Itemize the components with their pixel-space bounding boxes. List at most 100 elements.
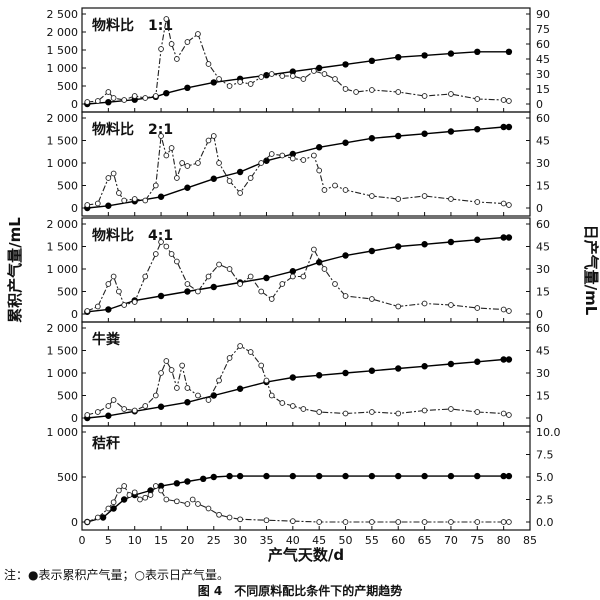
figure-caption: 图 4 不同原料配比条件下的产期趋势 [197,584,403,598]
cumulative-gas-point [157,292,165,300]
cumulative-gas-point [474,48,481,55]
daily-gas-point [179,160,185,166]
left-tick-label: 1 000 [47,367,79,380]
panel-label: 秸秆 [92,435,120,452]
daily-gas-point [121,406,128,412]
daily-gas-point [448,406,454,412]
right-tick-label: 45 [536,345,550,358]
daily-gas-point [205,137,212,144]
daily-gas-point [342,293,349,299]
daily-gas-point [421,407,428,414]
daily-gas-point [369,296,375,302]
right-tick-label: 30 [536,367,550,380]
daily-gas-point [184,39,191,45]
right-tick-label: 60 [536,322,550,335]
cumulative-gas-point [447,472,455,480]
daily-gas-point [474,199,481,205]
daily-gas-point [237,79,243,85]
cumulative-gas-point [315,144,323,151]
daily-gas-point [158,46,164,52]
daily-gas-point [137,496,143,503]
right-tick-label: 30 [536,68,550,81]
daily-gas-point [279,400,286,406]
cumulative-gas-point [368,367,376,374]
x-tick-label: 25 [207,534,221,547]
panel-3: 0 500 1 000 1 500 2 000 0 15 30 45 60 牛粪 [47,321,550,427]
daily-gas-point [142,403,149,409]
panel-label: 物料比 4:1 [92,227,173,244]
cumulative-gas-point [447,50,455,57]
daily-gas-point [205,61,212,67]
daily-gas-point [369,519,375,525]
x-tick-label: 60 [391,534,405,547]
daily-gas-line [87,241,510,312]
daily-gas-point [289,403,296,409]
daily-gas-point [311,68,317,74]
right-axis-title: 日产气量/mL [582,225,600,316]
cumulative-gas-point [447,128,455,135]
daily-gas-point [500,519,507,525]
daily-gas-point [163,496,170,503]
cumulative-gas-point [447,360,455,368]
left-tick-label: 1 500 [47,345,79,358]
right-tick-label: 0 [536,202,543,215]
left-tick-label: 2 000 [47,26,79,39]
cumulative-gas-point [368,135,376,142]
cumulative-gas-point [395,132,402,140]
daily-gas-point [506,202,512,208]
cumulative-gas-point [342,61,349,68]
daily-gas-point [268,392,275,399]
right-tick-label: 60 [536,218,550,231]
daily-gas-point [421,93,428,99]
cumulative-gas-point [342,369,349,377]
daily-gas-point [500,97,507,103]
daily-gas-point [506,519,512,525]
cumulative-gas-point [395,243,402,250]
daily-gas-point [84,308,91,314]
daily-gas-point [174,258,180,265]
daily-gas-point [342,86,349,92]
daily-gas-point [168,41,175,47]
panel-label: 物料比 1:1 [92,17,173,34]
panel-frame [81,111,531,217]
daily-gas-point [474,96,481,102]
cumulative-gas-point [263,157,270,164]
daily-gas-point [279,73,286,79]
daily-gas-point [105,281,112,287]
right-tick-label: 60 [536,38,550,51]
daily-gas-point [332,182,338,189]
right-tick-label: 10.0 [536,426,561,439]
daily-gas-point [237,343,243,349]
daily-gas-point [184,281,191,287]
left-tick-label: 1 000 [47,62,79,75]
cumulative-gas-point [289,68,297,75]
cumulative-gas-point [210,473,217,481]
left-tick-label: 1 500 [47,241,79,254]
x-tick-label: 5 [105,534,112,547]
daily-gas-point [258,362,265,369]
cumulative-gas-point [110,505,117,512]
left-tick-label: 0 [71,98,78,111]
daily-gas-point [110,273,117,280]
right-tick-label: 7.5 [536,449,554,462]
daily-gas-point [247,349,254,355]
right-tick-label: 0 [536,98,543,111]
daily-gas-point [316,409,323,415]
daily-gas-point [258,160,265,166]
daily-gas-point [152,182,159,189]
daily-gas-point [448,91,454,97]
daily-gas-point [342,519,349,525]
right-tick-label: 15 [536,390,550,403]
panel-label: 物料比 2:1 [92,121,173,138]
daily-gas-point [142,494,149,501]
cumulative-gas-point [342,472,349,480]
right-tick-label: 90 [536,8,550,21]
daily-gas-point [131,196,138,202]
daily-gas-point [421,300,428,307]
cumulative-gas-point [120,496,128,503]
left-tick-label: 500 [57,80,78,93]
daily-gas-point [94,303,101,310]
x-tick-label: 80 [497,534,511,547]
daily-gas-point [174,498,180,505]
daily-gas-point [279,152,286,159]
